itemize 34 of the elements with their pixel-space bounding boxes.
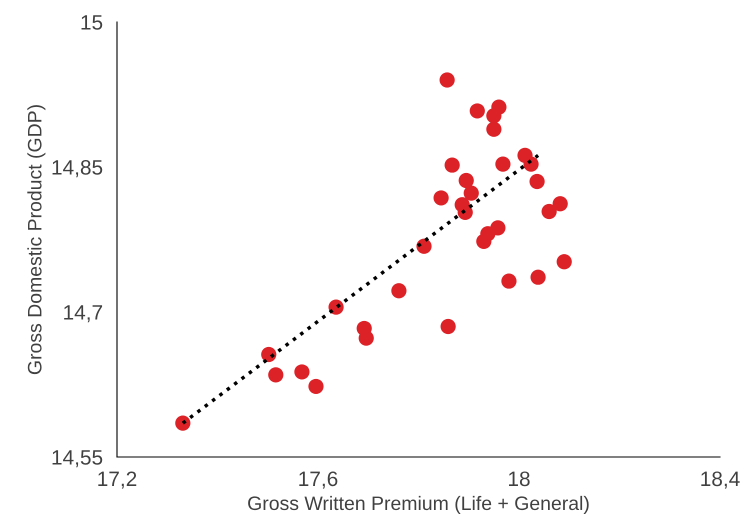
point	[294, 364, 310, 380]
point	[542, 204, 557, 220]
point	[495, 156, 511, 172]
point	[458, 172, 474, 188]
point	[175, 416, 190, 431]
point	[529, 174, 545, 190]
point	[434, 190, 449, 206]
x-tick-label: 18	[509, 471, 530, 486]
point	[268, 367, 284, 382]
point	[486, 122, 502, 137]
x-tick-label: 18,4	[701, 471, 740, 489]
point	[358, 330, 374, 346]
y-axis-title: Gross Domestic Product (GDP)	[27, 105, 46, 374]
point	[440, 72, 455, 88]
x-axis-title: Gross Written Premium (Life + General)	[248, 496, 589, 514]
point	[523, 156, 539, 172]
point	[308, 378, 324, 394]
y-tick-label: 14,55	[52, 450, 102, 468]
point	[440, 318, 456, 334]
point	[444, 157, 460, 173]
point	[490, 220, 506, 236]
y-tick-label: 15	[82, 15, 102, 30]
point	[491, 99, 507, 115]
point	[470, 103, 485, 119]
y-tick-label: 14,7	[64, 305, 102, 322]
point	[552, 196, 568, 212]
point	[530, 270, 546, 285]
point	[391, 283, 407, 298]
point	[501, 273, 517, 289]
point	[464, 185, 479, 201]
x-tick-label: 17,2	[98, 471, 136, 489]
y-tick-label: 14,85	[52, 160, 102, 178]
x-tick-label: 17,6	[299, 471, 338, 489]
point	[556, 254, 572, 270]
